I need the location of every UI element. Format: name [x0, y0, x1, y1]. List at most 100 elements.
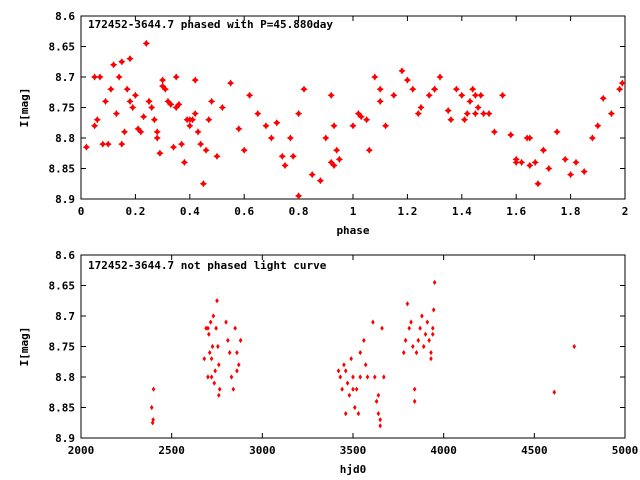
data-point [217, 392, 221, 398]
x-axis-label: phase [336, 224, 369, 237]
data-point [351, 374, 355, 380]
data-point [362, 337, 366, 343]
data-point [471, 91, 479, 99]
data-point [365, 146, 373, 154]
data-point [490, 128, 498, 136]
plot-frame [80, 254, 626, 439]
data-point [345, 380, 350, 386]
data-point [235, 350, 239, 356]
data-point [224, 319, 228, 325]
x-tick-label: 2 [622, 205, 629, 218]
y-axis-label: I[mag] [18, 327, 31, 367]
data-point [235, 125, 243, 133]
y-tick-label: 8.6 [55, 10, 75, 23]
data-point [206, 325, 210, 331]
data-point [561, 155, 569, 163]
data-point [539, 146, 547, 154]
data-point [432, 279, 437, 286]
data-point [300, 85, 308, 93]
data-point [330, 161, 338, 170]
data-point [460, 116, 469, 124]
data-point [403, 76, 411, 84]
data-point [118, 58, 126, 66]
data-point [159, 76, 167, 84]
data-point [149, 404, 154, 411]
x-tick-label: 1.2 [397, 205, 417, 218]
data-point [376, 97, 384, 105]
data-point [153, 128, 161, 136]
data-point [212, 380, 217, 386]
data-point [322, 134, 330, 142]
y-tick-label: 8.8 [55, 132, 75, 145]
data-point [208, 319, 213, 325]
data-point [186, 122, 194, 130]
data-point [430, 325, 435, 331]
data-point [471, 110, 479, 118]
unphased-light-curve-plot: 2000 2500 3000 3500 4000 4500 5000 8.6 8.65 8.7 8.… [18, 249, 638, 476]
data-point [217, 386, 222, 392]
x-tick-label: 2500 [158, 444, 185, 457]
data-point [607, 110, 615, 118]
chart-title: 172452-3644.7 phased with P=45.880day [88, 18, 333, 31]
data-point [327, 158, 335, 166]
y-tick-label: 8.85 [49, 402, 76, 415]
y-tick-label: 8.75 [49, 341, 76, 354]
data-point [148, 103, 156, 112]
data-point [289, 152, 297, 160]
data-point [382, 122, 390, 130]
data-point [378, 417, 382, 423]
data-point [480, 110, 488, 118]
data-point [365, 374, 370, 380]
data-series [82, 39, 626, 200]
data-point [429, 356, 433, 362]
data-point [246, 91, 254, 99]
data-point [431, 85, 439, 93]
data-point [401, 350, 406, 356]
data-point [353, 404, 357, 411]
data-point [205, 116, 213, 124]
data-point [161, 85, 169, 93]
y-axis-label: I[mag] [18, 88, 31, 128]
data-point [213, 368, 217, 374]
data-point [254, 110, 262, 118]
data-point [262, 122, 270, 130]
data-point [295, 110, 303, 118]
data-point [123, 85, 131, 93]
data-point [374, 398, 379, 404]
data-point [371, 73, 379, 81]
data-point [316, 177, 324, 185]
x-tick-label: 3500 [340, 444, 367, 457]
y-tick-label: 8.7 [55, 310, 75, 323]
data-point [99, 140, 107, 148]
data-point [376, 392, 381, 398]
data-point [382, 374, 386, 380]
y-tick-label: 8.7 [55, 71, 75, 84]
data-point [191, 76, 199, 84]
data-point [376, 85, 384, 93]
y-tick-label: 8.9 [55, 193, 75, 206]
data-point [447, 116, 455, 124]
data-point [112, 110, 120, 118]
data-point [409, 319, 413, 325]
x-tick-label: 0.2 [125, 205, 145, 218]
data-point [411, 343, 415, 350]
data-point [429, 350, 433, 356]
data-point [363, 362, 368, 368]
data-point [226, 337, 230, 343]
data-point [169, 143, 178, 151]
x-tick-label: 0.6 [234, 205, 254, 218]
data-point [572, 343, 577, 350]
data-point [425, 91, 433, 99]
data-point [580, 168, 588, 176]
data-point [207, 350, 212, 356]
data-point [378, 423, 382, 429]
data-point [186, 116, 194, 124]
data-point [286, 134, 294, 142]
data-point [91, 122, 99, 130]
data-point [349, 356, 353, 362]
data-point [354, 386, 359, 392]
data-point [137, 128, 145, 136]
data-point [376, 411, 381, 417]
x-tick-label: 4500 [521, 444, 548, 457]
